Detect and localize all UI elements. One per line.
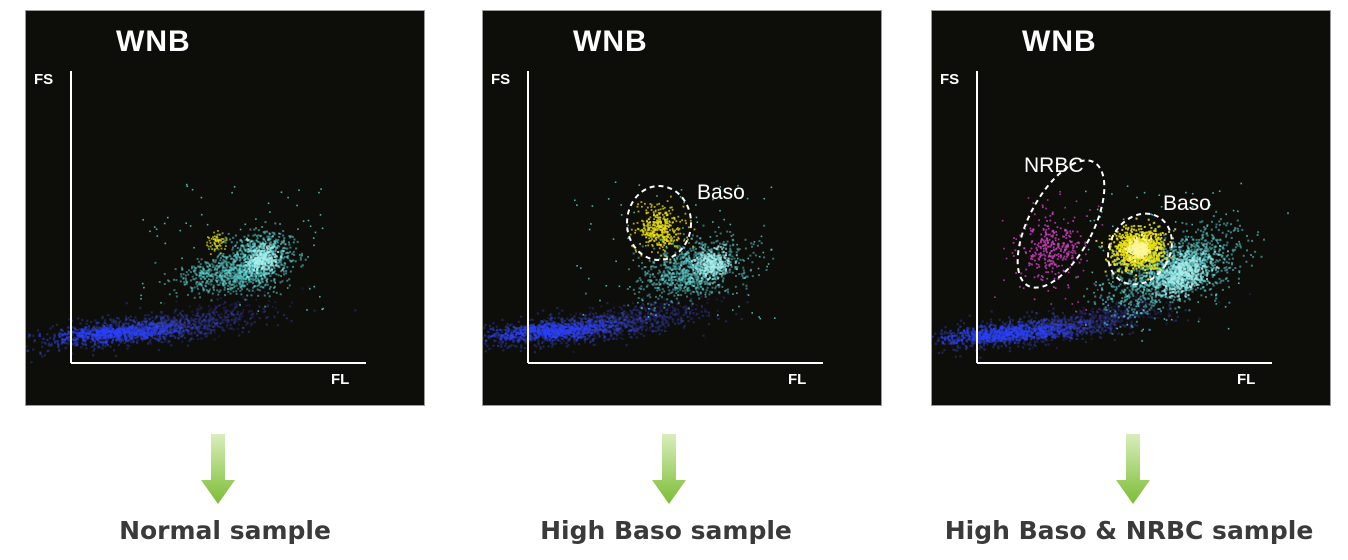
y-axis-label: FS <box>940 71 960 88</box>
baso-label: Baso <box>1163 192 1211 215</box>
scattergram-panel-high-baso-nrbc: WNB FS FL NRBC Baso <box>931 10 1331 406</box>
baso-gate-outline <box>626 185 692 261</box>
y-axis-label: FS <box>34 71 54 88</box>
caption-high-baso-sample: High Baso sample <box>540 516 792 545</box>
scatter-plot-normal <box>26 71 366 364</box>
down-arrow-icon <box>652 434 686 504</box>
panel-title: WNB <box>116 25 191 58</box>
down-arrow-icon <box>1116 434 1150 504</box>
panel-title: WNB <box>573 25 648 58</box>
down-arrow-icon <box>201 434 235 504</box>
scattergram-panel-high-baso: WNB FS FL Baso <box>482 10 882 406</box>
nrbc-label: NRBC <box>1024 154 1084 177</box>
y-axis-label: FS <box>491 71 511 88</box>
baso-gate-outline <box>1107 212 1173 286</box>
x-axis-label: FL <box>788 371 807 388</box>
caption-normal-sample: Normal sample <box>119 516 331 545</box>
panel-title: WNB <box>1022 25 1097 58</box>
scattergram-panel-normal: WNB FS FL <box>25 10 425 406</box>
x-axis-label: FL <box>1237 371 1256 388</box>
baso-label: Baso <box>697 181 745 204</box>
x-axis-label: FL <box>331 371 350 388</box>
nrbc-gate-outline <box>1016 159 1106 289</box>
scatter-plot-high-baso-nrbc <box>932 71 1289 364</box>
caption-high-baso-nrbc-sample: High Baso & NRBC sample <box>944 516 1314 545</box>
scatter-plot-high-baso <box>483 71 823 364</box>
